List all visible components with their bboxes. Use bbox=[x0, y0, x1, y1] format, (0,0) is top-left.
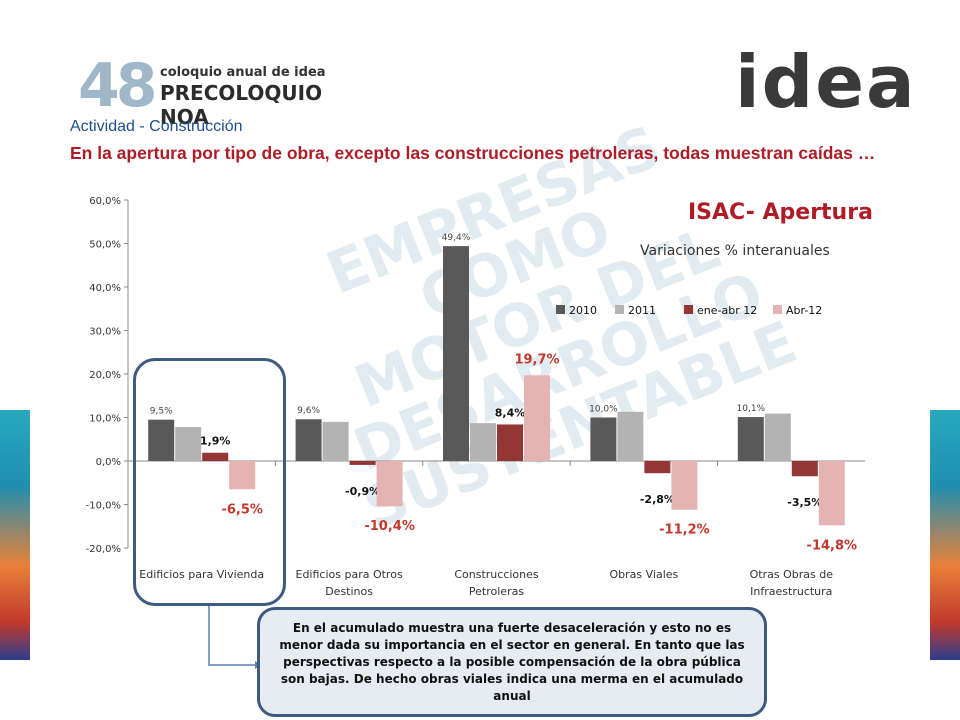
callout-box: En el acumulado muestra una fuerte desac… bbox=[257, 607, 767, 717]
data-label: 9,5% bbox=[150, 407, 173, 417]
right-decorative-strip bbox=[930, 410, 960, 660]
data-label: -0,9% bbox=[345, 485, 380, 498]
y-tick-label: -20,0% bbox=[86, 544, 121, 555]
logo-number: 48 bbox=[78, 51, 157, 121]
bar-ene-abr-12-1 bbox=[349, 461, 376, 465]
bar-2011-0 bbox=[175, 427, 202, 461]
legend-swatch bbox=[615, 305, 624, 314]
precoloquio-logo: 48 coloquio anual de idea PRECOLOQUIO NO… bbox=[72, 51, 372, 129]
data-label: 1,9% bbox=[200, 435, 231, 448]
bar-2011-3 bbox=[617, 411, 644, 461]
legend-label: 2011 bbox=[628, 304, 656, 317]
callout-connector bbox=[208, 606, 255, 666]
x-category-label: Construcciones bbox=[454, 568, 539, 581]
data-label: -10,4% bbox=[364, 519, 415, 534]
data-label: -6,5% bbox=[221, 502, 262, 517]
bar-ene-abr-12-2 bbox=[497, 424, 523, 461]
y-tick-label: 10,0% bbox=[89, 414, 121, 425]
bar-Abr-12-4 bbox=[818, 461, 845, 526]
legend-label: ene-abr 12 bbox=[697, 304, 757, 317]
data-label: 10,0% bbox=[589, 405, 618, 415]
logo-line1: coloquio anual de idea bbox=[160, 65, 326, 80]
highlight-frame bbox=[133, 358, 286, 606]
data-label: 9,6% bbox=[297, 406, 320, 416]
bar-2010-0 bbox=[148, 419, 175, 461]
y-tick-label: 40,0% bbox=[89, 283, 121, 294]
bar-Abr-12-2 bbox=[524, 375, 550, 461]
data-label: 49,4% bbox=[442, 233, 471, 243]
y-tick-label: 0,0% bbox=[96, 457, 121, 468]
x-category-label: Infraestructura bbox=[750, 585, 832, 598]
chart-title: ISAC- Apertura bbox=[688, 200, 873, 225]
section-title: Actividad - Construcción bbox=[70, 118, 243, 135]
legend-label: 2010 bbox=[569, 304, 597, 317]
bar-2011-4 bbox=[764, 413, 791, 461]
legend-label: Abr-12 bbox=[786, 304, 822, 317]
bar-2010-1 bbox=[295, 419, 322, 461]
y-tick-label: 50,0% bbox=[89, 240, 121, 251]
chart-subtitle: Variaciones % interanuales bbox=[640, 243, 830, 259]
bar-2011-1 bbox=[322, 421, 349, 461]
y-tick-label: 60,0% bbox=[89, 196, 121, 207]
left-decorative-strip bbox=[0, 410, 30, 660]
x-category-label: Obras Viales bbox=[610, 568, 679, 581]
bar-ene-abr-12-0 bbox=[202, 452, 229, 461]
bar-2010-3 bbox=[590, 417, 617, 461]
data-label: -11,2% bbox=[659, 523, 710, 538]
logo-line2: PRECOLOQUIO NOA bbox=[160, 81, 323, 129]
x-category-label: Otras Obras de bbox=[750, 568, 834, 581]
x-category-label: Petroleras bbox=[469, 585, 524, 598]
bar-ene-abr-12-4 bbox=[791, 461, 818, 477]
data-label: -2,8% bbox=[640, 493, 675, 506]
bar-2010-2 bbox=[443, 246, 469, 461]
bar-ene-abr-12-3 bbox=[644, 461, 671, 474]
legend-swatch bbox=[556, 305, 565, 314]
bar-Abr-12-3 bbox=[671, 461, 698, 510]
x-category-label: Edificios para Otros bbox=[296, 568, 403, 581]
bar-2011-2 bbox=[470, 423, 496, 461]
y-tick-label: -10,0% bbox=[86, 501, 121, 512]
data-label: -3,5% bbox=[787, 496, 822, 509]
legend-swatch bbox=[773, 305, 782, 314]
bar-Abr-12-0 bbox=[229, 461, 256, 490]
y-tick-label: 30,0% bbox=[89, 327, 121, 338]
x-category-label: Destinos bbox=[325, 585, 373, 598]
data-label: 19,7% bbox=[514, 352, 559, 367]
data-label: 8,4% bbox=[495, 406, 526, 419]
headline: En la apertura por tipo de obra, excepto… bbox=[70, 143, 876, 163]
x-category-label: Edificios para Vivienda bbox=[139, 568, 264, 581]
y-tick-label: 20,0% bbox=[89, 370, 121, 381]
legend-swatch bbox=[684, 305, 693, 314]
bar-2010-4 bbox=[737, 417, 764, 461]
data-label: -14,8% bbox=[807, 538, 858, 553]
idea-logo: idea bbox=[735, 40, 917, 124]
data-label: 10,1% bbox=[737, 404, 766, 414]
bar-Abr-12-1 bbox=[376, 461, 403, 507]
